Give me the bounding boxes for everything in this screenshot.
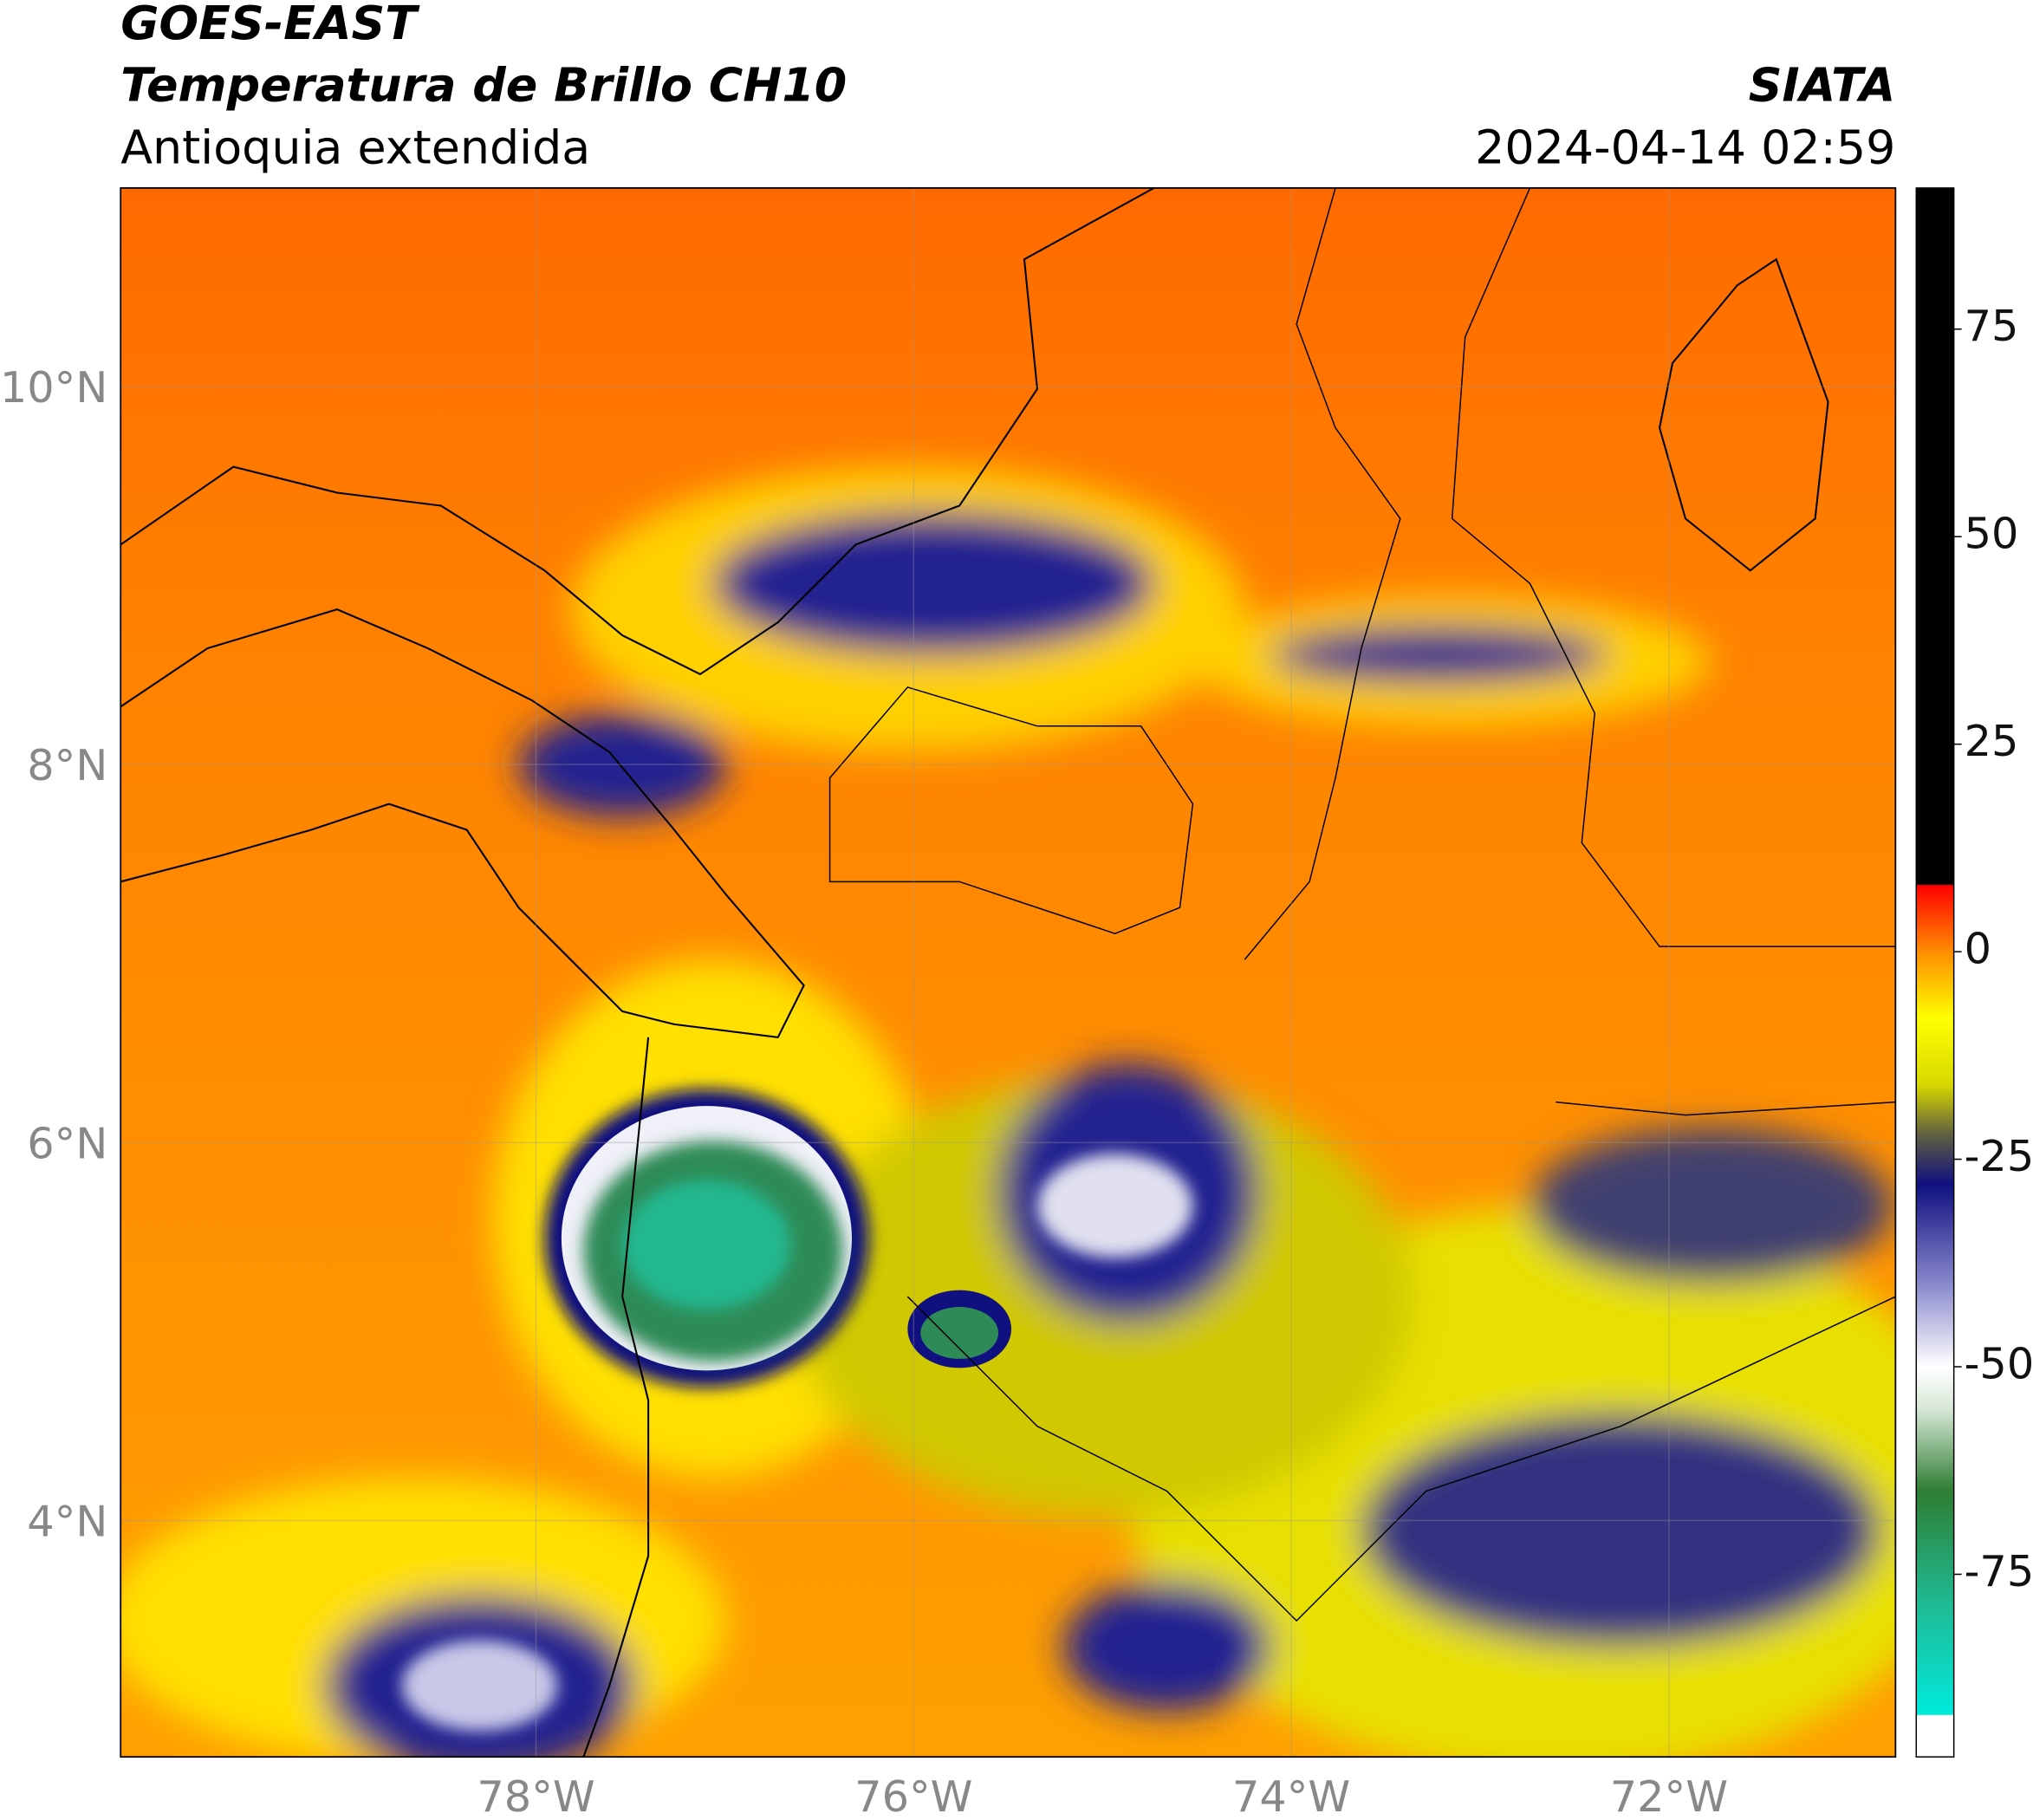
x-tick-label: 72°W — [1610, 1771, 1728, 1819]
title: GOES-EAST — [120, 0, 420, 50]
colorbar-tick-label: 75 — [1965, 301, 2019, 351]
y-tick-label: 8°N — [27, 740, 107, 790]
map-frame — [120, 187, 1897, 1758]
colorbar-tick-label: 25 — [1965, 716, 2019, 766]
y-tick-label: 4°N — [27, 1497, 107, 1547]
x-tick-label: 78°W — [477, 1771, 594, 1819]
subtitle: Temperatura de Brillo CH10 — [120, 58, 847, 113]
colorbar-tick-label: 50 — [1965, 509, 2019, 559]
colorbar-tick-label: 0 — [1965, 924, 1991, 974]
colorbar-tick-label: -25 — [1965, 1131, 2033, 1181]
x-tick-label: 76°W — [854, 1771, 972, 1819]
satellite-image — [120, 187, 1896, 1758]
datetime: 2024-04-14 02:59 — [1475, 120, 1895, 175]
y-tick-label: 10°N — [0, 362, 107, 413]
colorbar-tick-label: -75 — [1965, 1546, 2033, 1596]
x-tick-label: 74°W — [1232, 1771, 1350, 1819]
region: Antioquia extendida — [120, 120, 590, 175]
y-tick-label: 6°N — [27, 1118, 107, 1168]
colorbar — [1915, 187, 1955, 1758]
source: SIATA — [1749, 58, 1896, 113]
colorbar-tick-label: -50 — [1965, 1339, 2033, 1389]
